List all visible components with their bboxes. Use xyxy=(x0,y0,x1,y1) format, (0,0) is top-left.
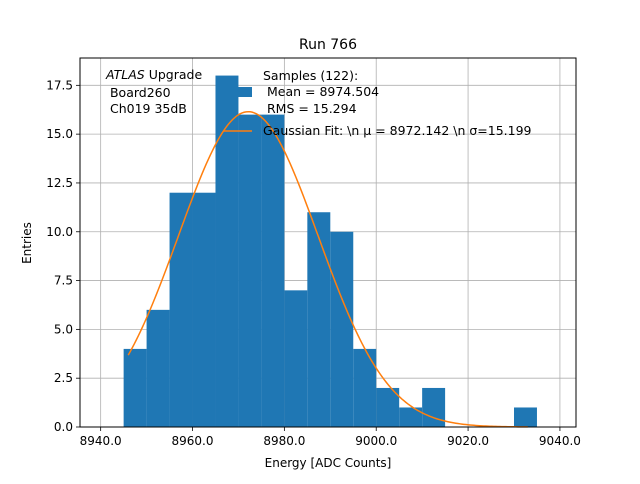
histogram-bar xyxy=(330,231,354,427)
histogram-bar xyxy=(307,212,331,427)
histogram-bar xyxy=(261,114,285,427)
legend-swatch-samples xyxy=(238,87,252,97)
legend-samples-line-1: Samples (122): xyxy=(263,68,358,83)
annotation-block: ATLAS Upgrade Board260 Ch019 35dB xyxy=(105,67,202,116)
histogram-bar xyxy=(215,75,239,428)
y-tick-label: 17.5 xyxy=(46,78,73,92)
plot-frame xyxy=(79,57,577,428)
fit-layer xyxy=(127,110,528,428)
y-tick-label: 2.5 xyxy=(54,371,73,385)
annotation-atlas: ATLAS xyxy=(105,67,145,82)
annotation-line-1: ATLAS Upgrade xyxy=(105,67,202,82)
histogram-bar xyxy=(422,387,446,427)
grid-layer xyxy=(80,58,576,428)
y-tick-label: 5.0 xyxy=(54,322,73,336)
annotation-board: Board260 xyxy=(106,85,171,100)
annotation-upgrade: Upgrade xyxy=(145,67,203,82)
x-tick-label: 8940.0 xyxy=(80,434,122,448)
legend-fit-label: Gaussian Fit: \n μ = 8972.142 \n σ=15.19… xyxy=(263,123,532,138)
y-tick-label: 0.0 xyxy=(54,420,73,434)
x-tick-label: 9020.0 xyxy=(447,434,489,448)
y-tick-label: 7.5 xyxy=(54,274,73,288)
legend-samples-line-2: Mean = 8974.504 xyxy=(263,84,379,99)
x-tick-label: 8960.0 xyxy=(172,434,214,448)
histogram-bar xyxy=(192,192,216,427)
histogram-bar xyxy=(353,348,377,427)
histogram-bar xyxy=(514,407,537,427)
histogram-bar xyxy=(169,192,193,427)
annotation-channel: Ch019 35dB xyxy=(106,101,187,116)
y-tick-label: 10.0 xyxy=(46,225,73,239)
legend-samples-line-3: RMS = 15.294 xyxy=(263,101,357,116)
histogram-bar xyxy=(123,348,147,427)
histogram-bar xyxy=(146,309,170,427)
histogram-bar xyxy=(399,407,423,427)
gaussian-fit-curve xyxy=(127,110,528,428)
y-tick-label: 12.5 xyxy=(46,176,73,190)
bars-layer xyxy=(123,75,537,428)
y-tick-label: 15.0 xyxy=(46,127,73,141)
x-axis-label: Energy [ADC Counts] xyxy=(265,456,392,470)
chart-title: Run 766 xyxy=(299,37,357,53)
y-axis-label: Entries xyxy=(20,222,34,264)
x-tick-label: 9040.0 xyxy=(539,434,581,448)
ticks-layer: 8940.0 8960.0 8980.0 9000.0 9020.0 9040.0 0.0 2… xyxy=(46,78,581,448)
x-tick-label: 8980.0 xyxy=(263,434,305,448)
histogram-bar xyxy=(284,290,308,427)
x-tick-label: 9000.0 xyxy=(355,434,397,448)
legend: Samples (122): Mean = 8974.504 RMS = 15.… xyxy=(224,68,532,138)
histogram-bar xyxy=(376,387,400,427)
histogram-bar xyxy=(238,114,262,427)
